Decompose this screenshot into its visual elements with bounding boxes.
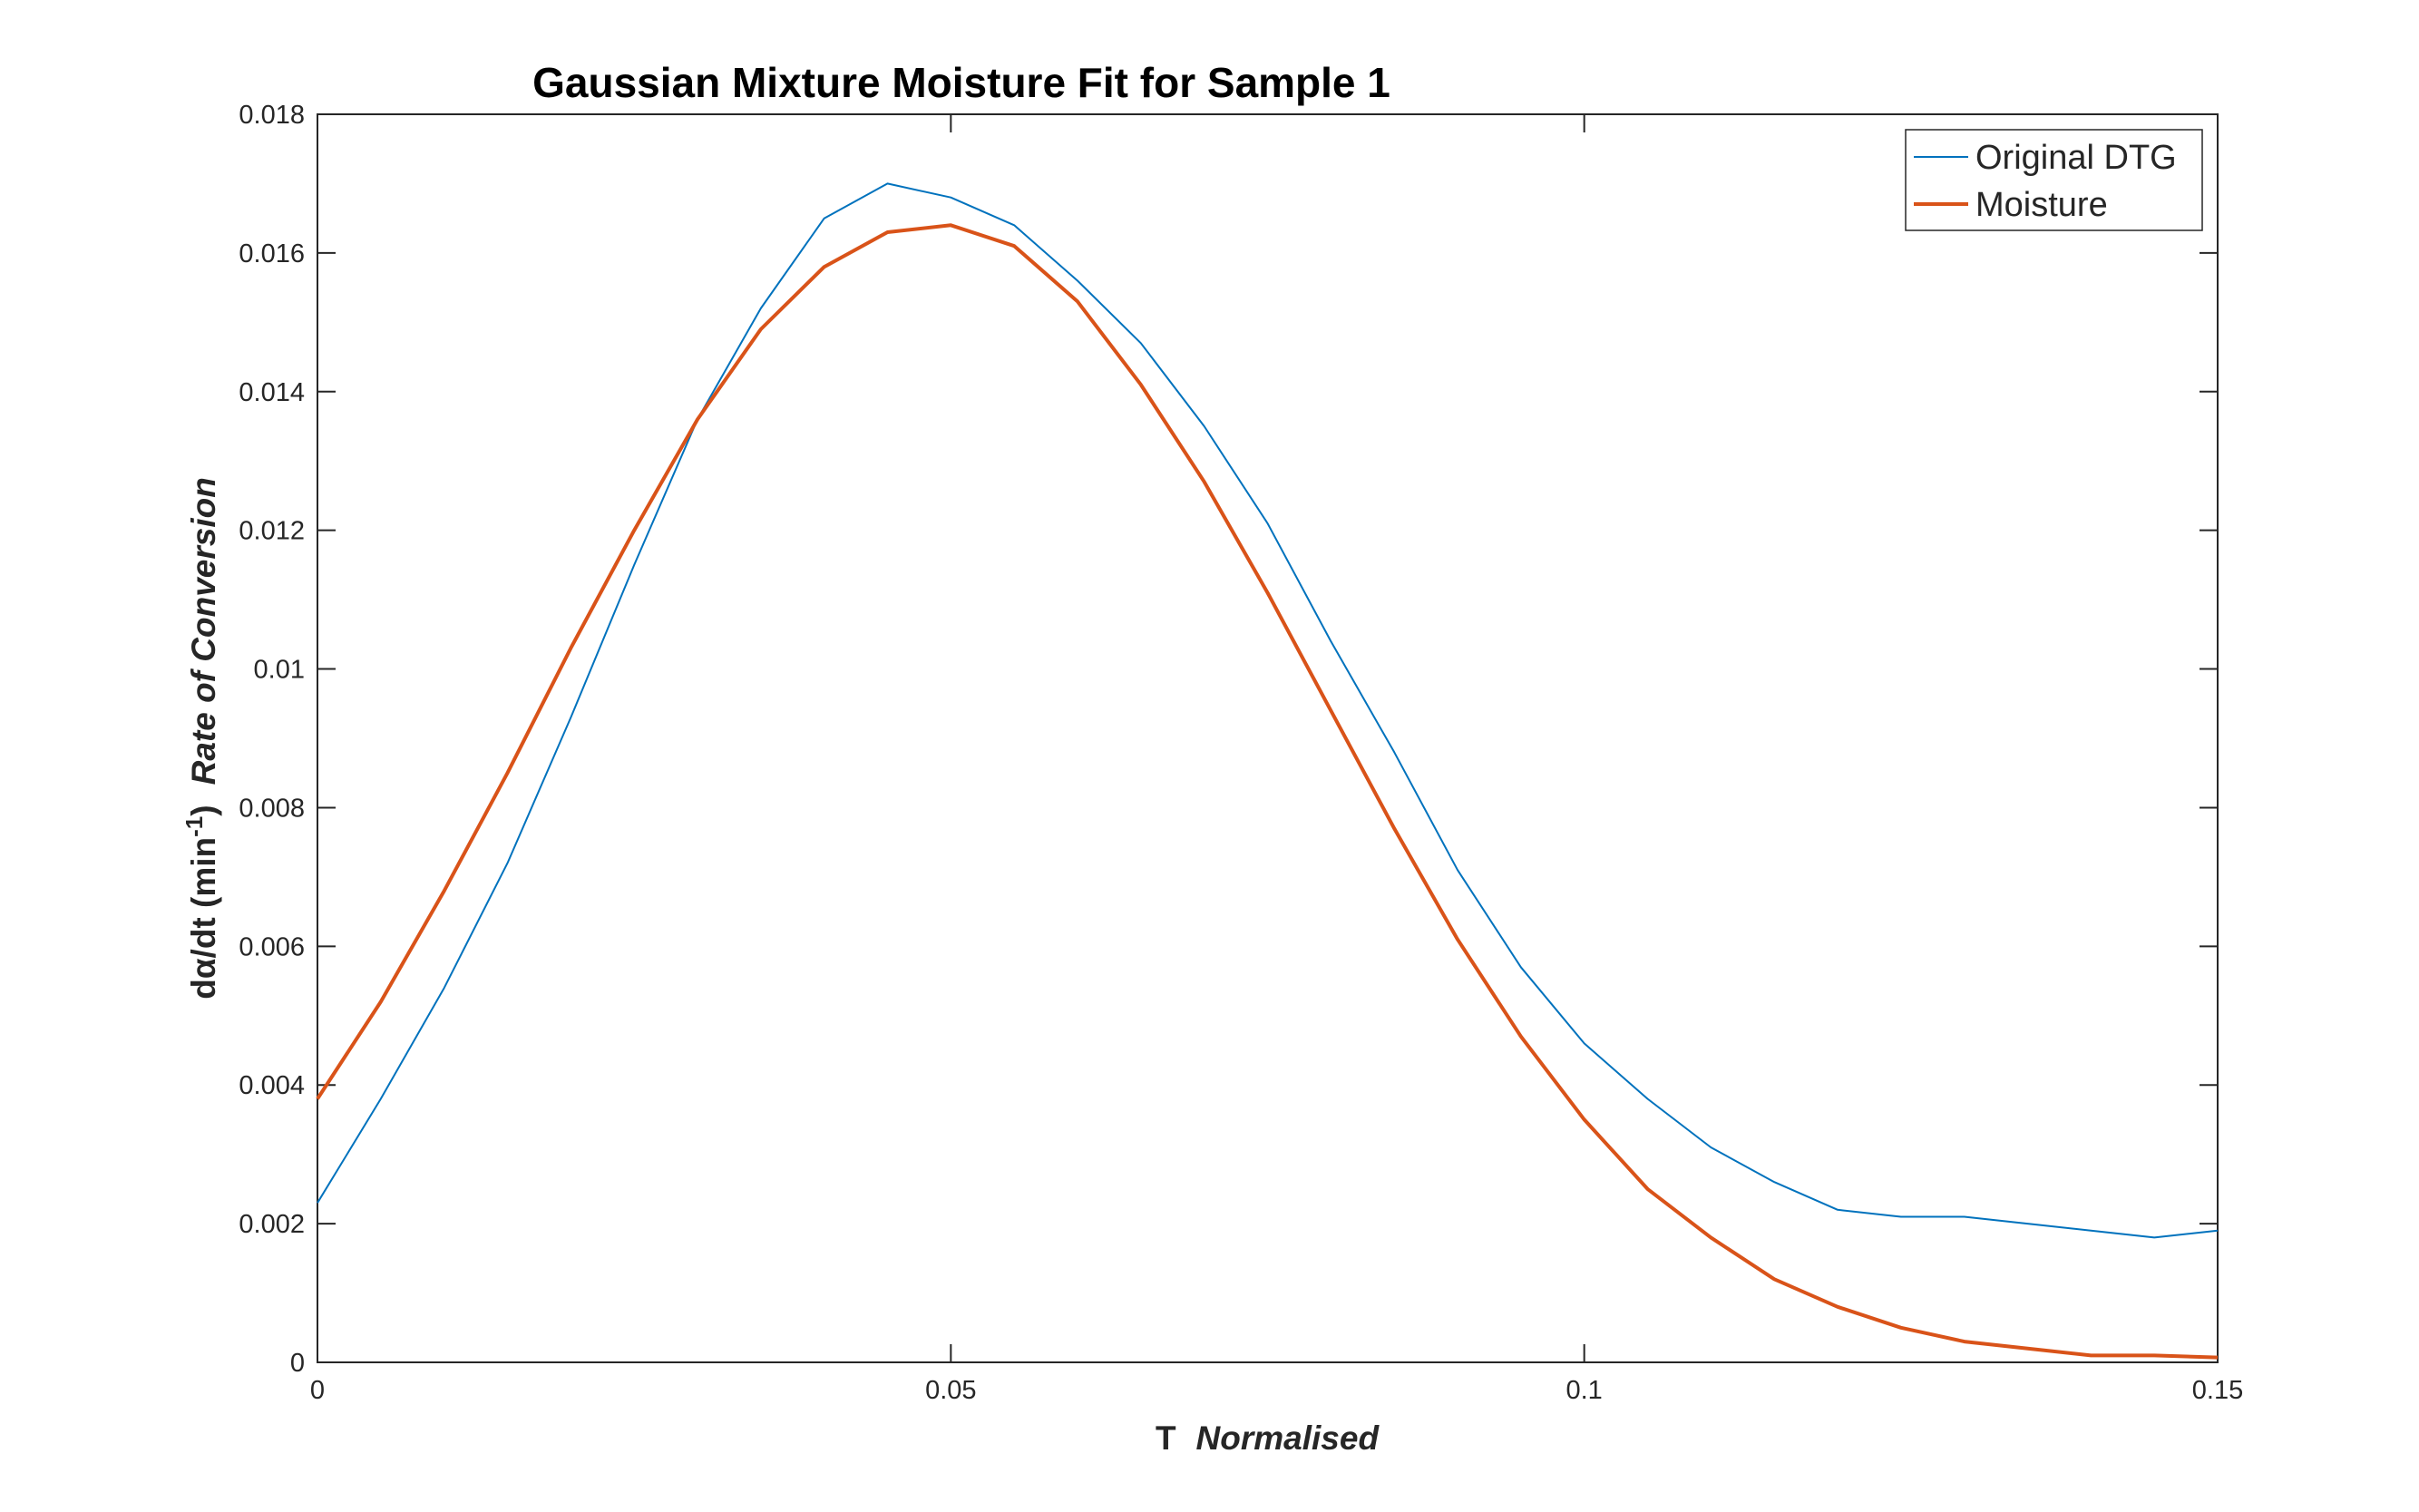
y-tick-label: 0.012 xyxy=(239,517,305,546)
y-axis-label-close: ) xyxy=(185,805,222,815)
x-axis-label-text: Normalised xyxy=(1196,1419,1380,1457)
x-axis-ticks: 0 0.05 0.1 0.15 xyxy=(310,114,2243,1405)
x-axis-label: T Normalised xyxy=(1156,1419,1380,1457)
legend: Original DTG Moisture xyxy=(1905,129,2203,231)
series-layer xyxy=(316,182,2219,1360)
x-axis-label-symbol: T xyxy=(1156,1419,1176,1457)
series-line-original-dtg xyxy=(317,182,2219,1239)
x-tick-label: 0.05 xyxy=(925,1376,976,1405)
axes-box xyxy=(317,113,2219,1363)
y-axis-ticks: 0 0.002 0.004 0.006 0.008 0.01 0.012 0.014 0.016… xyxy=(239,101,2218,1378)
series-line-moisture xyxy=(316,223,2219,1360)
legend-label-original-dtg: Original DTG xyxy=(1975,139,2177,177)
y-axis-label-text: Rate of Conversion xyxy=(185,477,222,785)
legend-box xyxy=(1905,129,2203,231)
y-axis-label-main: dα/dt (min xyxy=(185,837,222,1000)
y-tick-label: 0 xyxy=(290,1349,305,1378)
y-tick-label: 0.006 xyxy=(239,932,305,961)
y-tick-label: 0.008 xyxy=(239,794,305,823)
y-tick-label: 0.01 xyxy=(254,656,305,685)
legend-label-moisture: Moisture xyxy=(1975,186,2108,224)
x-tick-label: 0.1 xyxy=(1566,1376,1603,1405)
x-tick-label: 0 xyxy=(310,1376,325,1405)
plot-area: 0 0.002 0.004 0.006 0.008 0.01 0.012 0.014 0.016… xyxy=(239,101,2243,1405)
y-tick-label: 0.002 xyxy=(239,1210,305,1239)
chart-title: Gaussian Mixture Moisture Fit for Sample… xyxy=(532,59,1390,106)
y-axis-label-superscript: -1 xyxy=(180,816,208,837)
y-tick-label: 0.014 xyxy=(239,378,305,407)
y-axis-label: dα/dt (min-1) Rate of Conversion xyxy=(180,477,222,1000)
y-tick-label: 0.018 xyxy=(239,101,305,130)
x-tick-label: 0.15 xyxy=(2192,1376,2243,1405)
y-tick-label: 0.004 xyxy=(239,1071,305,1100)
y-tick-label: 0.016 xyxy=(239,239,305,268)
